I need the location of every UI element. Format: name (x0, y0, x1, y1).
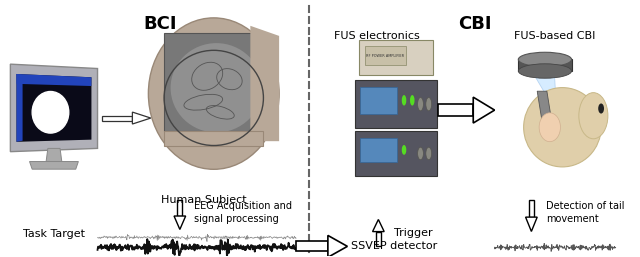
Ellipse shape (418, 97, 424, 111)
Polygon shape (46, 148, 62, 161)
Polygon shape (372, 219, 384, 232)
Bar (438, 104, 473, 116)
Bar (376, 232, 381, 246)
Text: CBI: CBI (458, 15, 492, 33)
Text: EEG Acquisition and
signal processing: EEG Acquisition and signal processing (195, 201, 292, 224)
Polygon shape (250, 26, 279, 141)
Polygon shape (174, 216, 186, 230)
Ellipse shape (524, 88, 601, 167)
Text: RF POWER AMPLIFIER: RF POWER AMPLIFIER (366, 53, 404, 58)
Bar (360, 87, 397, 114)
Polygon shape (525, 217, 537, 232)
Bar (359, 41, 433, 76)
Polygon shape (17, 74, 92, 142)
Ellipse shape (410, 95, 415, 106)
Text: BCI: BCI (144, 15, 177, 33)
Polygon shape (132, 112, 151, 124)
Bar (177, 200, 182, 216)
Ellipse shape (598, 104, 604, 114)
Polygon shape (17, 74, 92, 86)
Bar (360, 138, 397, 162)
Ellipse shape (148, 18, 279, 169)
Bar (296, 241, 328, 251)
Bar (529, 200, 534, 217)
Text: Trigger: Trigger (394, 228, 433, 238)
Polygon shape (164, 131, 264, 145)
Ellipse shape (539, 113, 561, 142)
Text: SSVEP detector: SSVEP detector (351, 241, 438, 251)
Ellipse shape (402, 145, 406, 155)
Ellipse shape (426, 97, 431, 111)
Polygon shape (29, 161, 78, 169)
Polygon shape (10, 64, 97, 152)
Bar (102, 116, 132, 121)
Bar (518, 59, 572, 71)
Ellipse shape (518, 52, 572, 67)
Text: Human Subject: Human Subject (161, 195, 247, 205)
Text: FUS electronics: FUS electronics (333, 31, 419, 41)
Text: Task Target: Task Target (23, 230, 85, 240)
Text: FUS-based CBI: FUS-based CBI (514, 31, 595, 41)
Polygon shape (164, 33, 264, 131)
Bar (355, 80, 437, 128)
Text: Detection of tail
movement: Detection of tail movement (546, 201, 625, 224)
Ellipse shape (402, 95, 406, 106)
Ellipse shape (171, 43, 262, 133)
Bar (365, 46, 406, 65)
Polygon shape (328, 235, 348, 257)
Polygon shape (535, 77, 557, 113)
Polygon shape (17, 74, 22, 142)
Polygon shape (473, 97, 495, 123)
Ellipse shape (418, 147, 424, 160)
Ellipse shape (518, 64, 572, 78)
Bar (355, 131, 437, 176)
Ellipse shape (579, 93, 608, 139)
Polygon shape (537, 91, 553, 127)
Ellipse shape (32, 91, 68, 133)
Ellipse shape (426, 147, 431, 160)
